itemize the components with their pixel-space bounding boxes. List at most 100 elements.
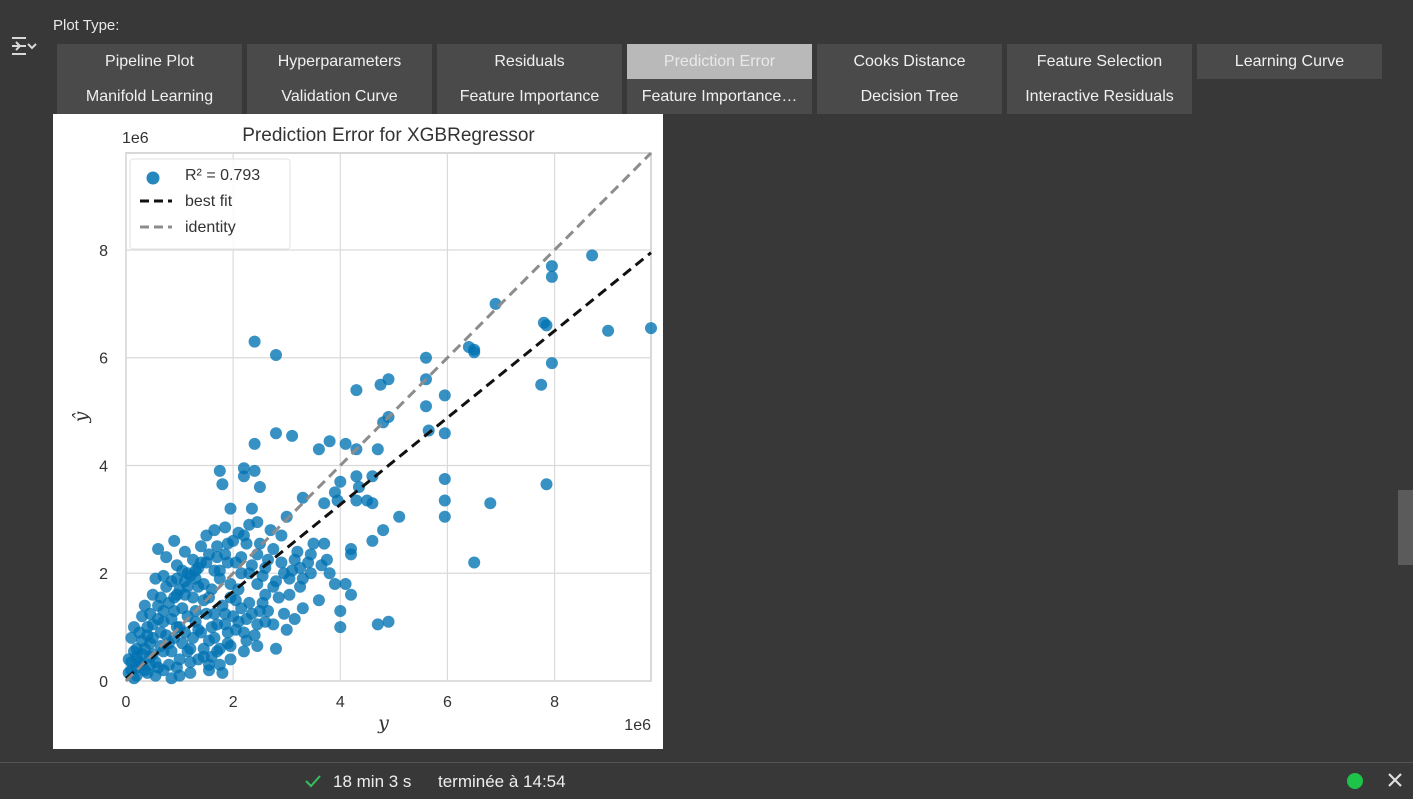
scatter-point [296, 602, 309, 615]
scatter-point [240, 537, 253, 550]
plot-type-button-decision-tree[interactable]: Decision Tree [817, 79, 1002, 114]
scatter-point [170, 661, 183, 674]
plot-type-button-residuals[interactable]: Residuals [437, 44, 622, 79]
scatter-point [211, 645, 224, 658]
scatter-point [345, 588, 357, 601]
scatter-point [168, 534, 181, 547]
plot-type-button-hyperparameters[interactable]: Hyperparameters [247, 44, 432, 79]
scatter-point [328, 578, 341, 590]
scatter-point [248, 335, 261, 348]
scatter-point [211, 618, 224, 631]
scatter-point [237, 645, 250, 658]
scatter-point [184, 666, 197, 679]
plot-type-label: Plot Type: [53, 17, 120, 34]
scatter-point [304, 567, 317, 580]
scatter-point [237, 470, 250, 483]
identity-line [124, 151, 653, 683]
scatter-point [160, 629, 173, 642]
status-dot-icon [1347, 773, 1363, 789]
plot-type-button-feature-importance[interactable]: Feature Importance [437, 79, 622, 114]
scatter-point [307, 537, 320, 550]
scatter-point [315, 559, 328, 572]
plot-type-button-interactive-residuals[interactable]: Interactive Residuals [1007, 79, 1192, 114]
x-offset-text: 1e6 [624, 717, 651, 734]
check-icon [304, 773, 322, 794]
scatter-point [181, 610, 194, 623]
scatter-point [350, 470, 363, 483]
scatter-point [267, 543, 280, 555]
scatter-point [208, 631, 221, 644]
scatter-point [371, 443, 384, 456]
close-icon[interactable] [1386, 771, 1404, 794]
scatter-point [312, 594, 325, 607]
scatter-point [294, 580, 307, 593]
plot-type-button-manifold-learning[interactable]: Manifold Learning [57, 79, 242, 114]
scatter-point [253, 481, 266, 493]
scatter-point [377, 524, 390, 537]
scatter-point [468, 556, 481, 569]
scatter-point [366, 470, 379, 483]
scatter-point [438, 473, 451, 485]
scatter-point [187, 591, 199, 604]
scatter-point [232, 526, 245, 539]
scatter-point [245, 502, 258, 515]
scatter-point [157, 664, 170, 677]
scatter-point [178, 545, 191, 558]
scatter-point [288, 613, 301, 625]
scatter-point [438, 494, 451, 507]
x-tick-label: 8 [550, 694, 559, 711]
scatter-point [219, 607, 232, 620]
scatter-point [184, 569, 197, 582]
scatter-point [318, 537, 331, 550]
scatter-point [170, 559, 183, 572]
scatter-point [251, 618, 264, 631]
best-fit-line [125, 251, 652, 680]
scatter-point [366, 497, 379, 510]
plot-type-button-validation-curve[interactable]: Validation Curve [247, 79, 432, 114]
scatter-point [420, 351, 432, 364]
plot-type-button-feature-importance[interactable]: Feature Importance… [627, 79, 812, 114]
x-tick-label: 4 [336, 694, 345, 711]
scatter-point [540, 478, 553, 491]
scatter-point [165, 672, 178, 685]
plot-type-button-prediction-error[interactable]: Prediction Error [627, 44, 812, 79]
scatter-point [144, 658, 157, 671]
scatter-point [200, 529, 213, 542]
scatter-point [213, 658, 226, 671]
plot-type-button-pipeline-plot[interactable]: Pipeline Plot [57, 44, 242, 79]
scatter-point [345, 543, 357, 555]
scatter-point [203, 664, 215, 677]
scatter-point [253, 537, 266, 550]
scatter-point [267, 618, 280, 631]
scatter-point [540, 319, 553, 332]
scatter-point [312, 443, 325, 456]
scatter-point [149, 572, 162, 585]
scatter-point [438, 427, 451, 440]
scatter-point [251, 640, 264, 652]
scatter-point [420, 400, 432, 413]
y-tick-label: 2 [99, 566, 108, 583]
scatter-point [243, 518, 256, 531]
scatter-point [138, 599, 151, 612]
elapsed-time: 18 min 3 s [333, 772, 412, 791]
vertical-scrollbar[interactable] [1398, 490, 1413, 565]
legend-label: R² = 0.793 [185, 167, 260, 184]
plot-type-button-feature-selection[interactable]: Feature Selection [1007, 44, 1192, 79]
scatter-point [224, 502, 237, 515]
plot-type-button-learning-curve[interactable]: Learning Curve [1197, 44, 1382, 79]
scatter-point [323, 567, 336, 580]
scatter-point [602, 324, 615, 337]
scatter-point [152, 613, 165, 625]
scatter-point [224, 640, 237, 652]
scatter-point [237, 626, 250, 639]
scatter-point [197, 578, 210, 590]
plot-type-button-cooks-distance[interactable]: Cooks Distance [817, 44, 1002, 79]
scatter-point [248, 464, 261, 477]
scatter-point [350, 494, 363, 507]
scatter-point [278, 607, 290, 620]
scatter-point [438, 389, 451, 402]
y-tick-label: 6 [99, 351, 108, 368]
scatter-point [545, 260, 558, 273]
scatter-point [267, 580, 280, 593]
output-toggle-icon[interactable] [8, 33, 38, 59]
